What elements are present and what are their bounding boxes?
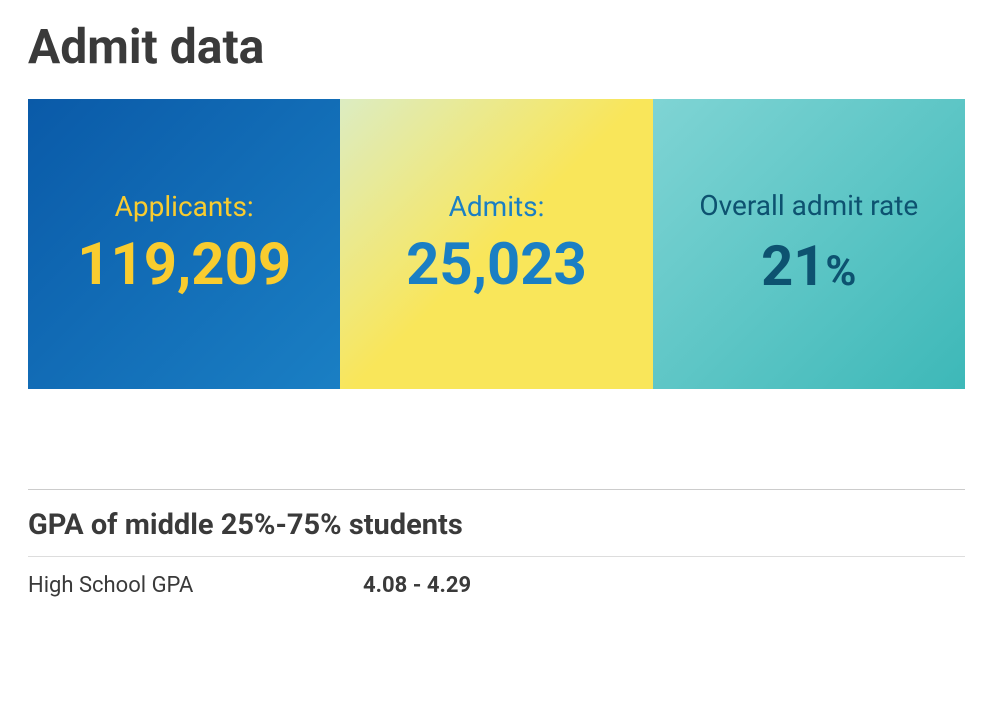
- percent-symbol: %: [825, 247, 856, 296]
- admits-value: 25,023: [406, 234, 587, 298]
- gpa-section-title: GPA of middle 25%-75% students: [28, 489, 965, 556]
- gpa-row-label: High School GPA: [28, 573, 363, 598]
- rate-card: Overall admit rate 21%: [653, 99, 965, 389]
- rate-number: 21: [761, 233, 825, 299]
- page-title: Admit data: [0, 0, 993, 99]
- gpa-row-value: 4.08 - 4.29: [363, 573, 471, 598]
- rate-label: Overall admit rate: [699, 189, 918, 223]
- admits-card: Admits: 25,023: [340, 99, 652, 389]
- stats-row: Applicants: 119,209 Admits: 25,023 Overa…: [28, 99, 965, 389]
- gpa-section: GPA of middle 25%-75% students High Scho…: [28, 489, 965, 614]
- admits-label: Admits:: [449, 190, 545, 224]
- applicants-card: Applicants: 119,209: [28, 99, 340, 389]
- applicants-label: Applicants:: [115, 190, 254, 224]
- applicants-value: 119,209: [77, 234, 291, 298]
- gpa-table: High School GPA 4.08 - 4.29: [28, 556, 965, 614]
- rate-value: 21%: [761, 233, 856, 299]
